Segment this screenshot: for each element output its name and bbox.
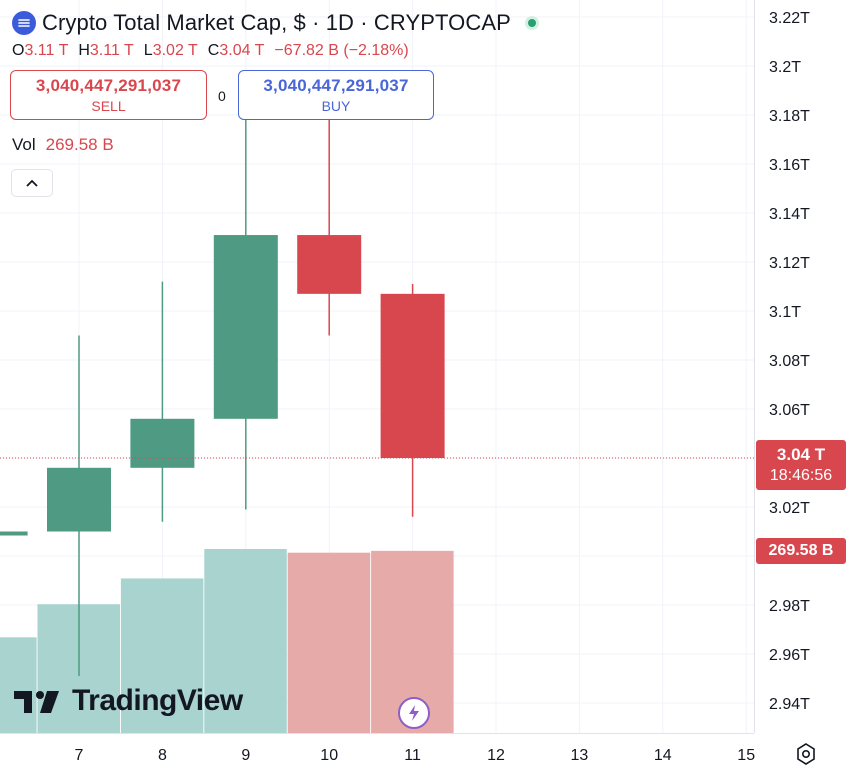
y-tick-label: 3.16T <box>769 157 810 174</box>
volume-bar <box>0 637 37 733</box>
y-tick-label: 3.1T <box>769 304 801 321</box>
y-tick-label: 3.14T <box>769 206 810 223</box>
candle-body <box>130 418 195 468</box>
price-axis[interactable]: 3.22T 3.2T 3.18T 3.16T 3.14T 3.12T 3.1T 3.08T 3.… <box>769 10 810 713</box>
volume-bar <box>120 578 204 733</box>
candles <box>0 115 445 677</box>
volume-legend: Vol 269.58 B <box>12 135 114 155</box>
buy-price: 3,040,447,291,037 <box>263 76 409 95</box>
high-value: 3.11 T <box>89 42 134 59</box>
y-tick-label: 2.96T <box>769 647 810 664</box>
time-axis[interactable]: 7 8 9 10 11 12 13 14 15 <box>75 747 756 764</box>
settings-icon[interactable] <box>794 742 818 766</box>
tradingview-logo-icon <box>14 691 59 713</box>
market-status-icon[interactable] <box>524 16 539 30</box>
candle-body <box>47 467 111 532</box>
last-price-value: 3.04 T <box>776 445 826 464</box>
change-value: −67.82 B (−2.18%) <box>274 42 409 59</box>
y-tick-label: 3.22T <box>769 10 810 27</box>
x-tick-label: 13 <box>571 747 589 764</box>
last-volume-badge: 269.58 B <box>756 538 846 564</box>
symbol-title[interactable]: Crypto Total Market Cap, $ · 1D · CRYPTO… <box>42 10 511 35</box>
x-tick-label: 11 <box>404 747 421 764</box>
buy-label: BUY <box>321 98 351 114</box>
sell-label: SELL <box>91 98 126 114</box>
bar-countdown: 18:46:56 <box>769 467 833 484</box>
sell-button[interactable]: 3,040,447,291,037 SELL <box>10 70 207 120</box>
candle-body <box>0 531 28 536</box>
x-tick-label: 9 <box>241 747 250 764</box>
volume-value: 269.58 B <box>45 135 114 154</box>
y-tick-label: 3.12T <box>769 255 810 272</box>
ohlc-legend: O3.11 T H3.11 T L3.02 T C3.04 T −67.82 B (−2… <box>12 42 419 60</box>
candle-body <box>297 235 362 294</box>
y-tick-label: 3.2T <box>769 59 801 76</box>
y-tick-label: 2.94T <box>769 696 810 713</box>
collapse-legend-button[interactable] <box>11 169 53 197</box>
high-label: H <box>78 42 90 59</box>
y-tick-label: 3.06T <box>769 402 810 419</box>
y-tick-label: 3.02T <box>769 500 810 517</box>
x-tick-label: 10 <box>320 747 338 764</box>
close-value: 3.04 T <box>219 42 265 59</box>
close-label: C <box>207 42 220 59</box>
spread-value: 0 <box>218 88 226 104</box>
x-tick-label: 8 <box>158 747 167 764</box>
candle-body <box>213 235 278 419</box>
x-tick-label: 15 <box>737 747 755 764</box>
tradingview-logo-text: TradingView <box>72 684 243 717</box>
candle-body <box>380 293 445 458</box>
open-value: 3.11 T <box>24 42 69 59</box>
x-tick-label: 7 <box>75 747 84 764</box>
low-value: 3.02 T <box>152 42 198 59</box>
tradingview-logo[interactable]: TradingView <box>14 684 243 718</box>
last-price-badge: 3.04 T 18:46:56 <box>756 440 846 490</box>
x-tick-label: 14 <box>654 747 672 764</box>
coin-logo-icon[interactable] <box>12 11 36 35</box>
y-tick-label: 3.18T <box>769 108 810 125</box>
volume-bar <box>287 552 371 733</box>
symbol-header: Crypto Total Market Cap, $ · 1D · CRYPTO… <box>12 8 539 38</box>
y-tick-label: 2.98T <box>769 598 810 615</box>
volume-bar <box>204 549 287 733</box>
y-tick-label: 3.08T <box>769 353 810 370</box>
sell-price: 3,040,447,291,037 <box>35 76 182 95</box>
lightning-icon[interactable] <box>398 697 430 729</box>
chevron-up-icon <box>26 179 38 187</box>
x-tick-label: 12 <box>487 747 505 764</box>
buy-button[interactable]: 3,040,447,291,037 BUY <box>238 70 434 120</box>
low-label: L <box>143 42 153 59</box>
volume-label: Vol <box>12 135 36 154</box>
open-label: O <box>12 42 25 59</box>
